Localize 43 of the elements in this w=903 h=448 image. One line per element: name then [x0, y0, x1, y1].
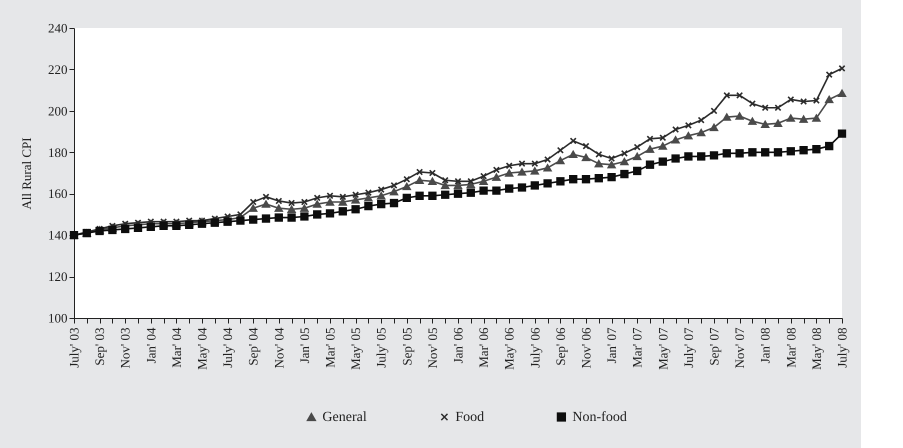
x-tick-label: Jan' 08 — [758, 328, 773, 364]
x-tick-label: July' 08 — [834, 328, 850, 368]
legend-label: Food — [455, 410, 484, 425]
y-tick-label: 160 — [48, 186, 68, 202]
y-tick-label: 120 — [48, 269, 68, 284]
x-tick-label: Jan' 06 — [450, 327, 466, 364]
x-tick-label: May' 07 — [655, 327, 670, 370]
legend-label: Non-food — [572, 410, 627, 425]
x-tick-label: Sep' 03 — [92, 328, 108, 366]
x-tick-label: Nov' 04 — [271, 327, 286, 368]
y-tick-label: 100 — [48, 310, 68, 326]
x-tick-label: July' 06 — [527, 327, 542, 368]
x-tick-label: Nov' 05 — [424, 328, 440, 368]
x-tick-label: May' 04 — [194, 327, 210, 370]
y-tick-label: 220 — [48, 62, 68, 77]
x-tick-label: July' 04 — [220, 327, 236, 368]
y-tick-label: 200 — [48, 103, 68, 118]
y-tick-label: 140 — [48, 228, 68, 243]
y-axis-title: All Rural CPI — [19, 137, 34, 210]
x-tick-label: Mar' 08 — [783, 328, 798, 368]
x-tick-label: Mar' 06 — [476, 327, 492, 368]
x-tick-label: July' 03 — [66, 328, 82, 368]
x-tick-label: Mar' 07 — [630, 327, 645, 368]
x-tick-label: Jan' 04 — [143, 327, 158, 364]
x-tick-label: Nov' 03 — [118, 328, 133, 368]
y-tick-label: 240 — [48, 20, 68, 36]
x-tick-label: Jan' 07 — [604, 327, 620, 364]
x-tick-label: Sep' 04 — [246, 327, 261, 366]
x-tick-label: Nov' 07 — [732, 327, 748, 368]
x-tick-label: Mar' 04 — [168, 327, 184, 368]
x-tick-label: Nov' 06 — [578, 327, 594, 368]
x-tick-label: July' 07 — [680, 327, 696, 368]
x-tick-label: May' 06 — [502, 327, 517, 370]
legend-label: General — [322, 410, 367, 425]
x-tick-label: May' 08 — [808, 328, 824, 370]
x-tick-label: July' 05 — [374, 328, 389, 368]
x-tick-label: May' 05 — [348, 328, 364, 370]
x-tick-label: Sep' 06 — [552, 327, 568, 366]
x-tick-label: Sep' 05 — [399, 328, 414, 366]
x-tick-label: Mar' 05 — [322, 328, 338, 368]
x-tick-label: Sep' 07 — [706, 327, 722, 366]
x-tick-label: Jan' 05 — [296, 328, 312, 364]
y-tick-label: 180 — [48, 144, 68, 160]
